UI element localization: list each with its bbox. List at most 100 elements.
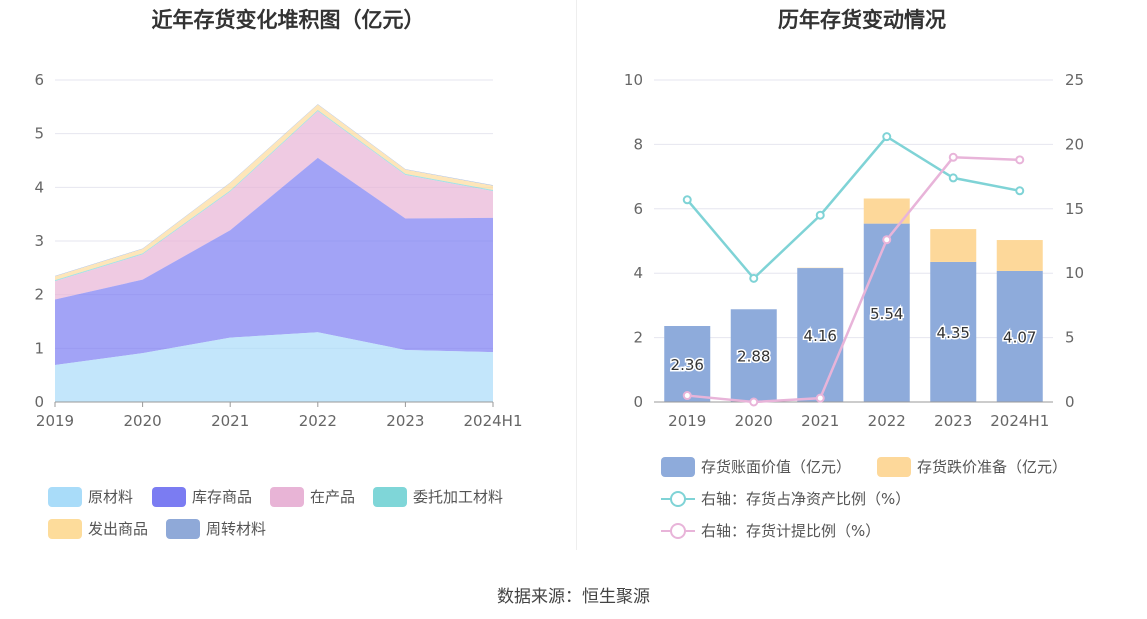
- line-series-provision-ratio: [687, 156, 1020, 404]
- right-y-tick-label: 10: [1065, 264, 1084, 282]
- line-point: [749, 397, 759, 407]
- line-point: [1015, 155, 1025, 165]
- left-x-tick-label: 2021: [211, 412, 249, 430]
- left-x-tick-label: 2019: [36, 412, 74, 430]
- legend-swatch: [877, 456, 911, 477]
- left-x-tick-label: 2020: [124, 412, 162, 430]
- legend-swatch: [48, 518, 82, 539]
- right-legend-item[interactable]: 右轴：存货占净资产比例（%）: [661, 488, 910, 509]
- left-y-tick-label: 0: [34, 393, 44, 411]
- stacked-area-chart-panel: 近年存货变化堆积图（亿元） 0 1 2 3 4 5 6 2019 2020 2021 2022 202…: [0, 0, 576, 560]
- legend-swatch: [661, 521, 695, 541]
- right-y-tick-label: 25: [1065, 71, 1084, 89]
- bar-value-label: 5.54: [870, 305, 903, 323]
- bar-line-chart: 0 2 4 6 8 10 0 5 10 15 20 25 2.36 2.88 4.16 5.54 4.35 4.0…: [624, 71, 1084, 430]
- legend-label: 原材料: [88, 488, 134, 506]
- left-x-tick-label: 2024H1: [464, 412, 523, 430]
- right-chart-title: 历年存货变动情况: [778, 8, 946, 32]
- legend-label: 右轴：存货计提比例（%）: [701, 522, 881, 540]
- line-point: [1015, 186, 1025, 196]
- left-legend-item[interactable]: 库存商品: [152, 486, 252, 507]
- legend-label: 存货账面价值（亿元）: [701, 458, 852, 476]
- legend-swatch: [270, 486, 304, 507]
- left-x-tick-label: 2022: [299, 412, 337, 430]
- data-source-label: 数据来源：恒生聚源: [497, 587, 650, 607]
- line-point: [815, 210, 825, 220]
- legend-swatch: [661, 456, 695, 477]
- bar-value-label: 2.88: [737, 348, 770, 366]
- right-y-tick-label: 0: [1065, 393, 1075, 411]
- bar-impairment: [930, 229, 977, 262]
- left-y-tick-label: 10: [624, 71, 643, 89]
- left-y-tick-label: 3: [34, 232, 44, 250]
- bar-value-label: 4.35: [937, 324, 970, 342]
- legend-label: 在产品: [310, 488, 356, 506]
- right-x-tick-label: 2021: [801, 412, 839, 430]
- left-legend-item[interactable]: 周转材料: [166, 518, 266, 539]
- left-y-tick-label: 6: [34, 71, 44, 89]
- right-x-tick-label: 2020: [735, 412, 773, 430]
- legend-swatch: [373, 486, 407, 507]
- left-legend-item[interactable]: 发出商品: [48, 518, 148, 539]
- right-legend-item[interactable]: 右轴：存货计提比例（%）: [661, 520, 880, 541]
- left-y-tick-label: 6: [633, 200, 643, 218]
- left-y-tick-label: 2: [633, 329, 643, 347]
- bar-book-value: [664, 326, 711, 402]
- panel-divider: [576, 0, 577, 550]
- right-y-tick-label: 15: [1065, 200, 1084, 218]
- area-series-原材料: [55, 332, 493, 402]
- bar-book-value: [996, 270, 1043, 402]
- left-y-tick-label: 5: [34, 125, 44, 143]
- right-x-tick-label: 2019: [668, 412, 706, 430]
- legend-swatch: [661, 489, 695, 509]
- right-legend-item[interactable]: 存货账面价值（亿元）: [661, 456, 851, 477]
- legend-label: 右轴：存货占净资产比例（%）: [701, 490, 911, 508]
- left-x-tick-label: 2023: [386, 412, 424, 430]
- line-point: [682, 195, 692, 205]
- line-point: [948, 152, 958, 162]
- left-y-tick-label: 4: [633, 264, 643, 282]
- right-x-tick-label: 2023: [934, 412, 972, 430]
- line-point: [682, 391, 692, 401]
- legend-label: 发出商品: [88, 520, 149, 538]
- right-y-tick-label: 20: [1065, 135, 1084, 153]
- bar-book-value: [930, 261, 977, 402]
- right-x-tick-label: 2022: [868, 412, 906, 430]
- bar-book-value: [797, 268, 844, 402]
- bar-value-label: 4.07: [1003, 328, 1036, 346]
- left-y-tick-label: 8: [633, 135, 643, 153]
- left-y-tick-label: 4: [34, 178, 44, 196]
- line-point: [948, 173, 958, 183]
- area-series-在产品: [55, 111, 493, 300]
- bar-value-label: 4.16: [804, 327, 837, 345]
- left-y-tick-label: 0: [633, 393, 643, 411]
- legend-label: 存货跌价准备（亿元）: [917, 458, 1068, 476]
- legend-swatch: [152, 486, 186, 507]
- bar-book-value: [863, 223, 910, 402]
- area-series-发出商品: [55, 104, 493, 281]
- right-x-tick-label: 2024H1: [990, 412, 1049, 430]
- legend-swatch: [166, 518, 200, 539]
- legend-swatch: [48, 486, 82, 507]
- stacked-area-chart: 0 1 2 3 4 5 6 2019 2020 2021 2022 2023 2024H1: [34, 71, 523, 430]
- legend-label: 库存商品: [192, 488, 253, 506]
- line-point: [815, 393, 825, 403]
- legend-label: 委托加工材料: [413, 488, 504, 506]
- area-series-委托加工材料: [55, 110, 493, 282]
- left-legend-item[interactable]: 原材料: [48, 486, 133, 507]
- bar-impairment: [996, 240, 1043, 271]
- left-legend-item[interactable]: 委托加工材料: [373, 486, 503, 507]
- right-legend-item[interactable]: 存货跌价准备（亿元）: [877, 456, 1067, 477]
- line-point: [882, 235, 892, 245]
- line-series-net-asset-ratio: [686, 135, 1020, 281]
- line-point: [882, 132, 892, 142]
- right-y-tick-label: 5: [1065, 329, 1075, 347]
- left-y-tick-label: 1: [34, 339, 44, 357]
- bar-value-label: 2.36: [671, 356, 704, 374]
- left-chart-title: 近年存货变化堆积图（亿元）: [151, 8, 425, 32]
- area-series-库存商品: [55, 157, 493, 365]
- bar-book-value: [730, 309, 777, 402]
- left-legend-item[interactable]: 在产品: [270, 486, 355, 507]
- legend-label: 周转材料: [206, 520, 267, 538]
- left-y-tick-label: 2: [34, 286, 44, 304]
